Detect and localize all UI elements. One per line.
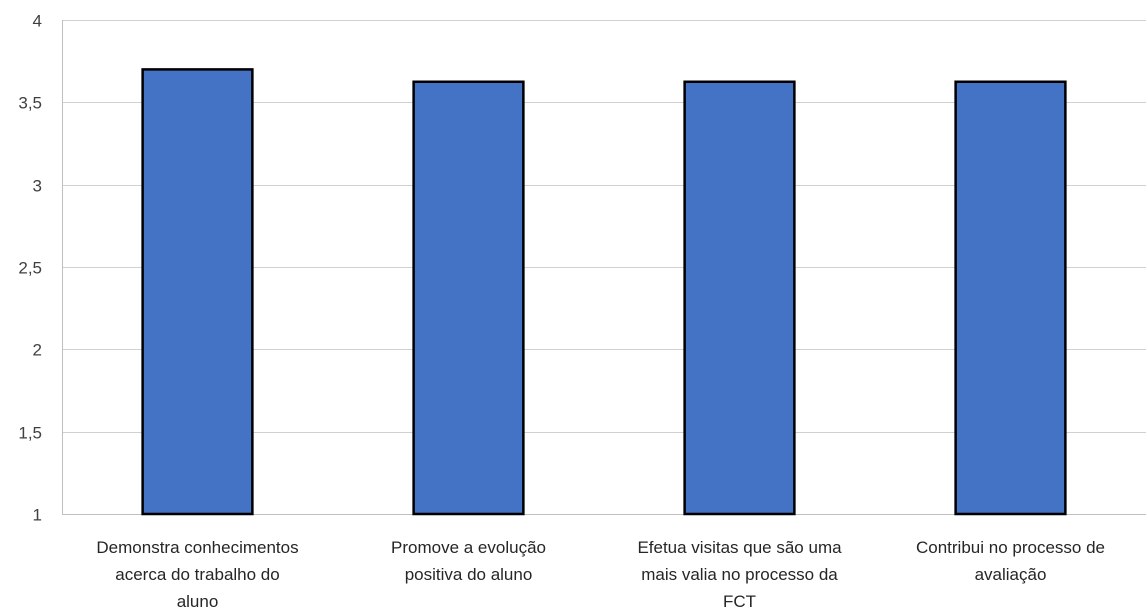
x-category-label: Efetua visitas que são uma mais valia no … [637, 538, 842, 611]
y-axis-tick-labels: 1 1,5 2 2,5 3 3,5 4 [18, 12, 42, 525]
y-tick-label: 3 [33, 177, 42, 196]
x-category-label: Contribui no processo de avaliação [916, 538, 1105, 584]
y-tick-label: 3,5 [18, 94, 42, 113]
y-tick-label: 4 [33, 12, 42, 31]
y-tick-label: 2 [33, 341, 42, 360]
x-category-label: Demonstra conhecimentos acerca do trabalh… [96, 538, 298, 611]
y-tick-label: 1,5 [18, 424, 42, 443]
bar [954, 80, 1067, 516]
bar [141, 68, 254, 516]
x-category-label: Promove a evolução positiva do aluno [391, 538, 546, 584]
bar [683, 80, 796, 516]
x-axis-category-labels: Demonstra conhecimentos acerca do trabalh… [96, 538, 1105, 611]
y-tick-label: 2,5 [18, 259, 42, 278]
bars [141, 68, 1067, 516]
y-tick-label: 1 [33, 506, 42, 525]
bar [412, 80, 525, 516]
